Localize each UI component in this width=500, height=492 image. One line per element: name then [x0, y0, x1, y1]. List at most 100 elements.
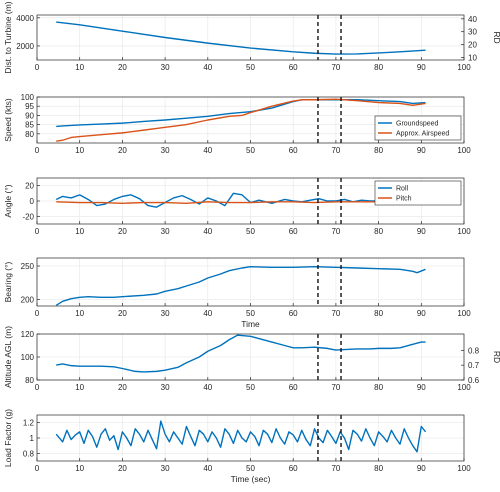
series-line-1	[55, 420, 427, 453]
legend: Roll Pitch	[374, 180, 462, 206]
x-axis-label: Time	[241, 319, 260, 329]
y-tick-label: 95	[25, 102, 34, 111]
x-tick-label: 60	[289, 464, 298, 473]
x-tick-label: 40	[203, 383, 212, 392]
x-tick-label: 70	[331, 383, 340, 392]
y-axis-label: Speed (kts)	[3, 98, 13, 142]
y2-tick-label: 40	[468, 15, 477, 24]
panel-6: 0 10 20 30 40 50 60 70 80 90 100 0.8 1 1.2 Load Factor…	[3, 409, 471, 484]
legend-entry: Roll	[396, 186, 409, 193]
x-tick-label: 40	[203, 146, 212, 155]
series-line-2	[56, 98, 426, 142]
x-tick-label: 0	[35, 309, 40, 318]
x-tick-label: 40	[203, 309, 212, 318]
y-axis-label: Load Factor (g)	[3, 409, 13, 467]
y-tick-label: 100	[21, 93, 35, 102]
series-line-1	[55, 265, 426, 306]
x-tick-label: 70	[331, 63, 340, 72]
x-tick-label: 10	[75, 146, 84, 155]
y2-tick-label: 0.8	[468, 346, 480, 355]
x-tick-label: 0	[35, 63, 40, 72]
x-tick-label: 30	[161, 227, 170, 236]
x-tick-label: 60	[289, 309, 298, 318]
y-tick-label: 80	[25, 130, 34, 139]
x-tick-label: 0	[35, 227, 40, 236]
panel-5: 0 10 20 30 40 50 60 70 80 90 100 80 100 120 0.6 0.7 0.8 R…	[3, 326, 500, 392]
y-axis-label: Altitude AGL (m)	[3, 326, 13, 388]
x-tick-label: 10	[75, 309, 84, 318]
y-tick-label: 200	[21, 295, 35, 304]
y-axis-label: Bearing (°)	[3, 261, 13, 302]
y2-axis-label: RD	[492, 31, 500, 43]
x-tick-label: 80	[374, 383, 383, 392]
x-tick-label: 100	[457, 309, 471, 318]
x-tick-label: 50	[246, 146, 255, 155]
series-line-1	[56, 334, 426, 373]
x-tick-label: 80	[374, 227, 383, 236]
y-tick-label: 90	[25, 111, 34, 120]
x-tick-label: 50	[246, 464, 255, 473]
legend-entry: Approx. Airspeed	[396, 131, 449, 138]
y2-tick-label: 30	[468, 28, 477, 37]
x-tick-label: 50	[246, 227, 255, 236]
y-tick-label: 120	[21, 330, 35, 339]
panel-4: 0 10 20 30 40 50 60 70 80 90 100 200 250 Bearing (°) T…	[3, 257, 471, 329]
x-axis-label: Time (sec)	[231, 474, 271, 484]
x-tick-label: 50	[246, 383, 255, 392]
x-tick-label: 20	[118, 464, 127, 473]
y-tick-label: 1.2	[23, 419, 35, 428]
y2-tick-label: 10	[468, 53, 477, 62]
x-tick-label: 20	[118, 383, 127, 392]
x-tick-label: 30	[161, 63, 170, 72]
y2-tick-label: 0.7	[468, 361, 480, 370]
x-tick-label: 20	[118, 146, 127, 155]
series-line-1	[56, 99, 426, 128]
x-tick-label: 30	[161, 464, 170, 473]
y-tick-label: 1	[30, 434, 35, 443]
x-tick-label: 60	[289, 383, 298, 392]
x-tick-label: 30	[161, 383, 170, 392]
x-tick-label: 70	[331, 146, 340, 155]
x-tick-label: 20	[118, 227, 127, 236]
x-tick-label: 100	[457, 464, 471, 473]
y-tick-label: 0.8	[23, 449, 35, 458]
y2-tick-label: 20	[468, 41, 477, 50]
x-tick-label: 100	[457, 146, 471, 155]
panel-1: 0 10 20 30 40 50 60 70 80 90 100 2000 4000 10 20 30 40 RD…	[3, 1, 500, 73]
y-tick-label: 20	[25, 182, 34, 191]
x-tick-label: 100	[457, 383, 471, 392]
x-tick-label: 80	[374, 146, 383, 155]
y-tick-label: -20	[22, 212, 34, 221]
x-tick-label: 90	[417, 146, 426, 155]
legend-entry: Groundspeed	[396, 121, 439, 128]
x-tick-label: 50	[246, 309, 255, 318]
x-tick-label: 10	[75, 63, 84, 72]
y-tick-label: 85	[25, 121, 34, 130]
y-tick-label: 4000	[16, 14, 34, 23]
y-tick-label: 80	[25, 376, 34, 385]
x-tick-label: 90	[417, 63, 426, 72]
legend-box	[374, 115, 462, 141]
x-tick-label: 10	[75, 383, 84, 392]
x-tick-label: 70	[331, 464, 340, 473]
x-tick-label: 50	[246, 63, 255, 72]
x-tick-label: 10	[75, 227, 84, 236]
x-tick-label: 80	[374, 464, 383, 473]
x-tick-label: 30	[161, 309, 170, 318]
x-tick-label: 30	[161, 146, 170, 155]
x-tick-label: 0	[35, 464, 40, 473]
x-tick-label: 80	[374, 63, 383, 72]
y-axis-label: Angle (°)	[3, 184, 13, 217]
x-tick-label: 90	[417, 464, 426, 473]
y-tick-label: 100	[21, 353, 35, 362]
legend: Groundspeed Approx. Airspeed	[374, 115, 462, 141]
y2-tick-label: 0.6	[468, 376, 480, 385]
x-tick-label: 100	[457, 227, 471, 236]
x-tick-label: 80	[374, 309, 383, 318]
x-tick-label: 40	[203, 63, 212, 72]
x-tick-label: 90	[417, 227, 426, 236]
x-tick-label: 60	[289, 227, 298, 236]
x-tick-label: 60	[289, 146, 298, 155]
